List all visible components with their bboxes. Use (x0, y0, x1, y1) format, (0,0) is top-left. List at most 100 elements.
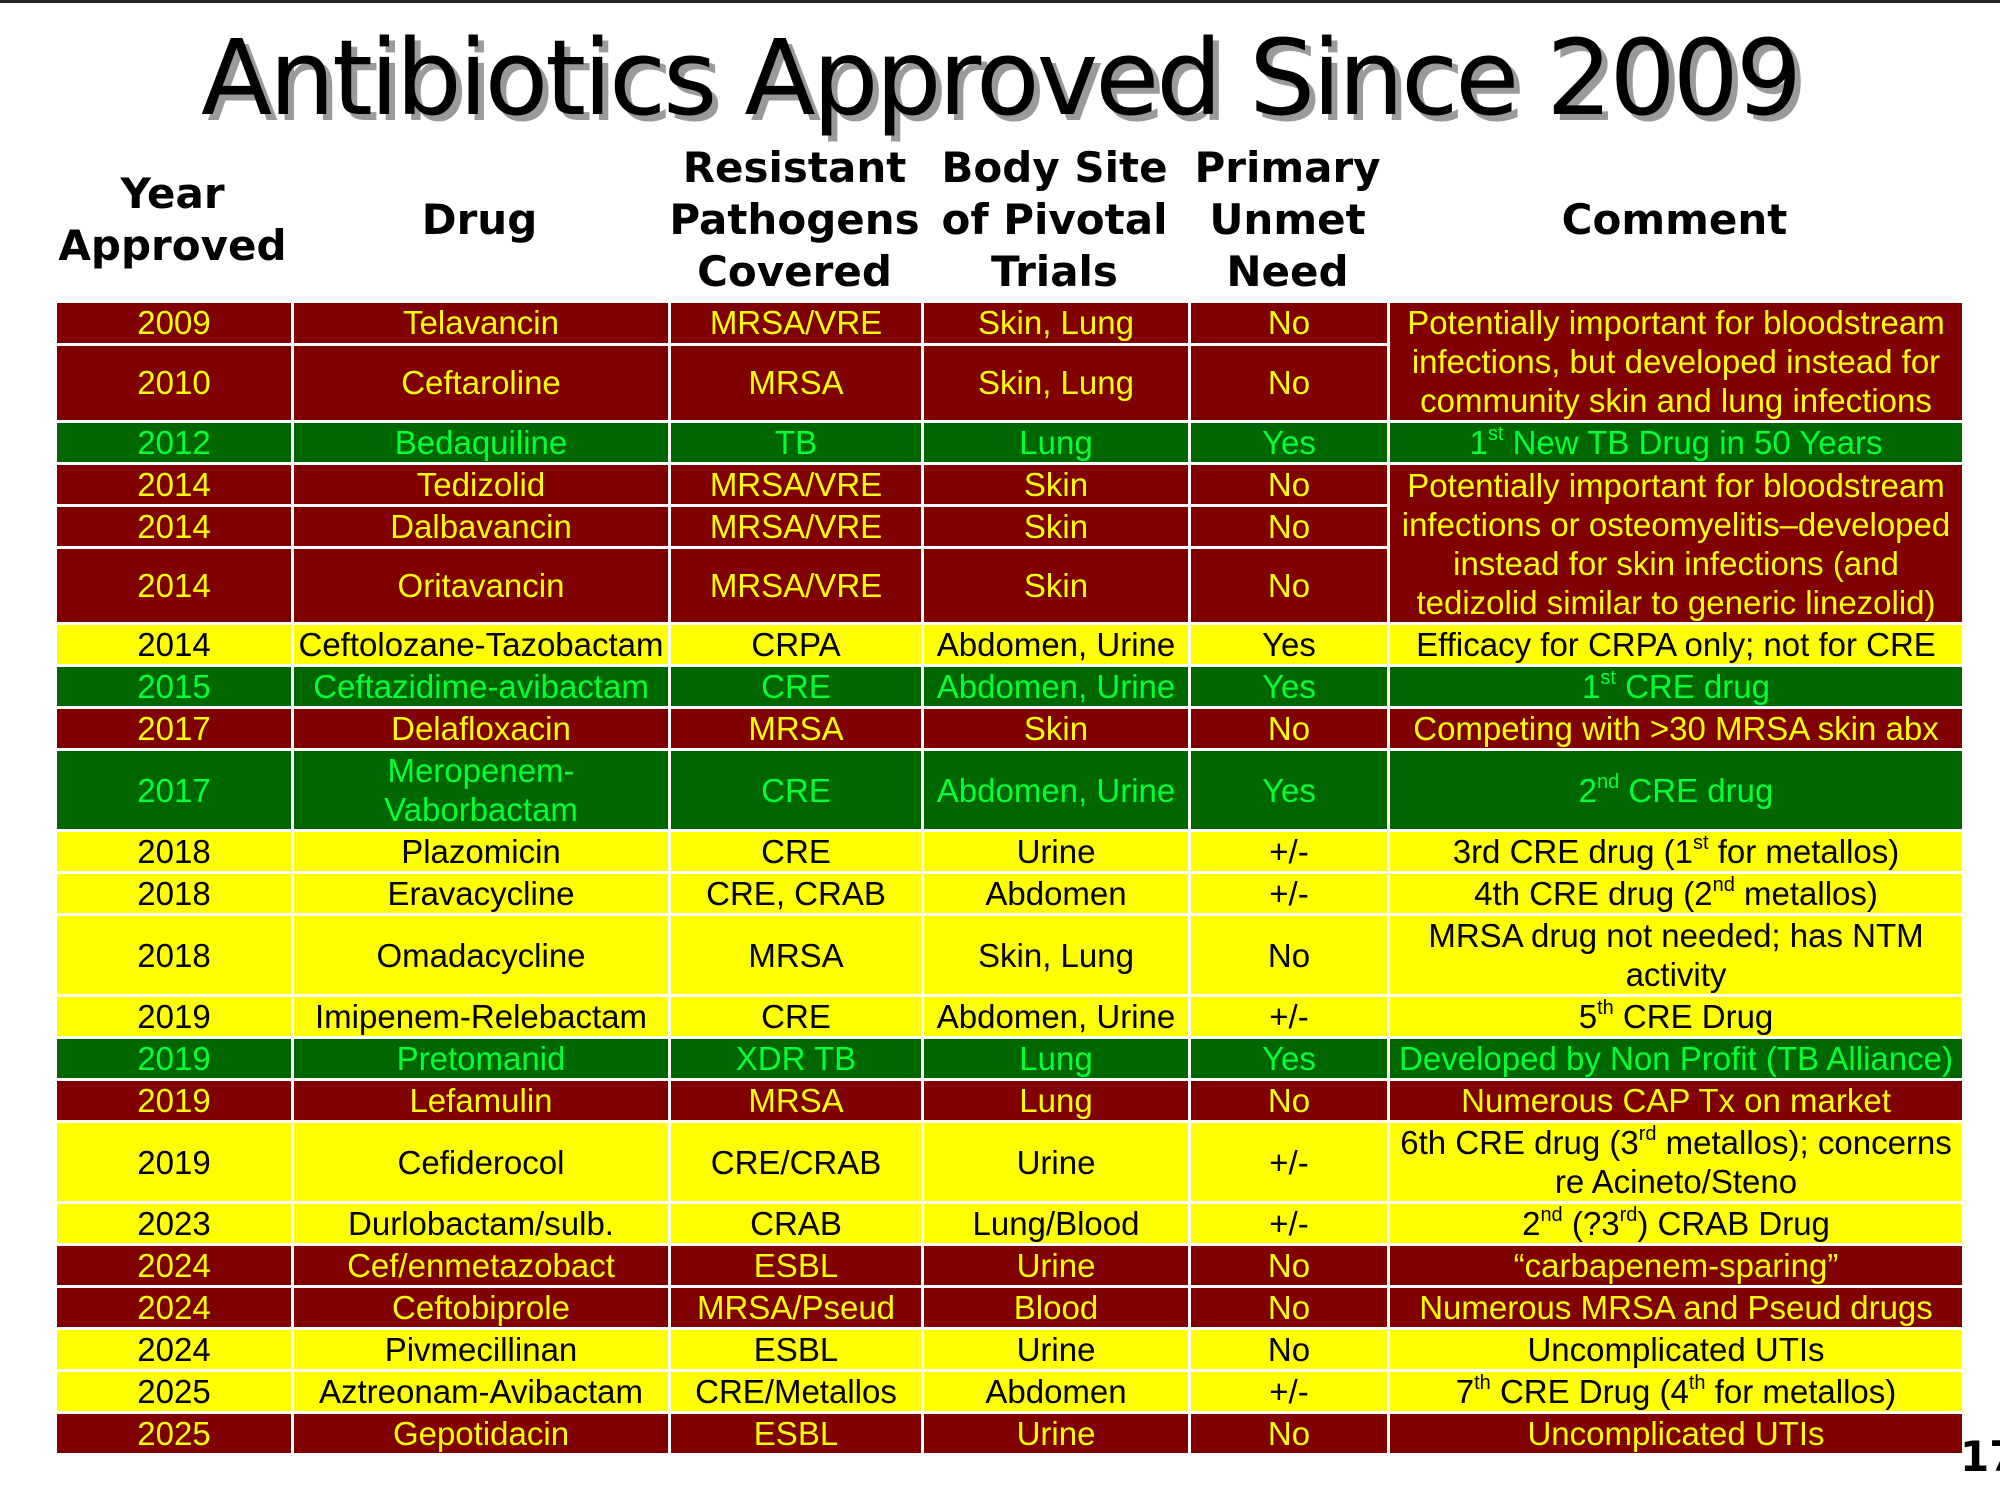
pathogens-cell: TB (668, 420, 924, 465)
table-row: 2024 Cef/enmetazobact ESBL Urine No “carbapen… (54, 1243, 1965, 1288)
body-site-cell: Urine (921, 1327, 1191, 1372)
header-line: Approved (58, 221, 287, 270)
year-cell: 2025 (54, 1411, 294, 1456)
year-cell: 2017 (54, 706, 294, 751)
pathogens-cell: MRSA/Pseud (668, 1285, 924, 1330)
comment-cell: 6th CRE drug (3rd metallos); concerns re… (1387, 1120, 1965, 1204)
body-site-cell: Skin (921, 706, 1191, 751)
comment-superscript: th (1688, 1372, 1706, 1394)
body-site-cell: Urine (921, 829, 1191, 874)
drug-cell: Oritavancin (291, 546, 671, 625)
drug-cell: Lefamulin (291, 1078, 671, 1123)
comment-text: Numerous CAP Tx on market (1461, 1082, 1891, 1119)
unmet-need-cell: No (1188, 706, 1390, 751)
header-line: Covered (697, 247, 892, 296)
table-row: 2017 Meropenem-Vaborbactam CRE Abdomen, Uri… (54, 748, 1965, 832)
header-line: Need (1226, 247, 1349, 296)
comment-cell: Uncomplicated UTIs (1387, 1327, 1965, 1372)
header-line: Year (120, 169, 225, 218)
pathogens-cell: MRSA (668, 1078, 924, 1123)
header-line: of Pivotal (941, 195, 1168, 244)
pathogens-cell: MRSA/VRE (668, 546, 924, 625)
comment-text: for metallos) (1705, 1373, 1897, 1410)
comment-text: New TB Drug in 50 Years (1503, 424, 1883, 461)
drug-cell: Pivmecillinan (291, 1327, 671, 1372)
header-drug: Drug (291, 140, 668, 300)
comment-cell: “carbapenem-sparing” (1387, 1243, 1965, 1288)
comment-superscript: nd (1597, 770, 1620, 793)
drug-cell: Cef/enmetazobact (291, 1243, 671, 1288)
comment-text: CRE Drug (1613, 998, 1774, 1035)
body-site-cell: Urine (921, 1411, 1191, 1456)
table-row: 2018 Eravacycline CRE, CRAB Abdomen +/- 4th C… (54, 871, 1965, 916)
comment-cell: Numerous CAP Tx on market (1387, 1078, 1965, 1123)
pathogens-cell: XDR TB (668, 1036, 924, 1081)
body-site-cell: Skin (921, 462, 1191, 507)
unmet-need-cell: Yes (1188, 622, 1390, 667)
year-cell: 2015 (54, 664, 294, 709)
body-site-cell: Lung (921, 1078, 1191, 1123)
body-site-cell: Blood (921, 1285, 1191, 1330)
comment-cell: Efficacy for CRPA only; not for CRE (1387, 622, 1965, 667)
year-cell: 2014 (54, 622, 294, 667)
comment-text: CRE drug (1615, 668, 1770, 705)
comment-text: 6th CRE drug (3 (1400, 1124, 1639, 1161)
comment-cell: MRSA drug not needed; has NTM activity (1387, 913, 1965, 997)
header-year: Year Approved (54, 140, 291, 300)
comment-text: Numerous MRSA and Pseud drugs (1419, 1289, 1933, 1326)
year-cell: 2019 (54, 1120, 294, 1204)
unmet-need-cell: No (1188, 342, 1390, 424)
comment-cell: Competing with >30 MRSA skin abx (1387, 706, 1965, 751)
comment-superscript: rd (1638, 1123, 1657, 1145)
comment-text: CRE Drug (4 (1490, 1373, 1689, 1410)
year-cell: 2018 (54, 871, 294, 916)
comment-text: 1 (1582, 668, 1601, 705)
drug-cell: Plazomicin (291, 829, 671, 874)
header-comment: Comment (1387, 140, 1962, 300)
comment-superscript: st (1692, 832, 1709, 854)
comment-text: Uncomplicated UTIs (1527, 1415, 1825, 1452)
year-cell: 2014 (54, 546, 294, 625)
table-row: 2025 Gepotidacin ESBL Urine No Uncomplicated … (54, 1411, 1965, 1456)
comment-text: Uncomplicated UTIs (1527, 1331, 1825, 1368)
drug-cell: Meropenem-Vaborbactam (291, 748, 671, 832)
comment-superscript: rd (1619, 1204, 1638, 1226)
table-row: 2025 Aztreonam-Avibactam CRE/Metallos Abdom… (54, 1369, 1965, 1414)
comment-text: metallos); concerns re Acineto/Steno (1554, 1124, 1952, 1200)
pathogens-cell: CRE (668, 994, 924, 1039)
body-site-cell: Skin, Lung (921, 342, 1191, 424)
pathogens-cell: ESBL (668, 1327, 924, 1372)
comment-cell: Uncomplicated UTIs (1387, 1411, 1965, 1456)
table-row: 2018 Omadacycline MRSA Skin, Lung No MRSA dru… (54, 913, 1965, 997)
pathogens-cell: ESBL (668, 1411, 924, 1456)
unmet-need-cell: No (1188, 913, 1390, 997)
comment-superscript: st (1487, 423, 1504, 445)
drug-cell: Aztreonam-Avibactam (291, 1369, 671, 1414)
pathogens-cell: MRSA/VRE (668, 504, 924, 549)
unmet-need-cell: No (1188, 546, 1390, 625)
table-row: 2010 Ceftaroline MRSA Skin, Lung No (54, 342, 1964, 424)
table-row: 2014 Tedizolid MRSA/VRE Skin No Potentially i… (54, 462, 1965, 625)
drug-cell: Cefiderocol (291, 1120, 671, 1204)
comment-text: Potentially important for bloodstream in… (1407, 304, 1945, 419)
comment-text: 4th CRE drug (2 (1474, 875, 1713, 912)
comment-superscript: th (1597, 997, 1614, 1019)
pathogens-cell: CRE, CRAB (668, 871, 924, 916)
unmet-need-cell: No (1188, 1327, 1390, 1372)
year-cell: 2024 (54, 1285, 294, 1330)
body-site-cell: Lung/Blood (921, 1201, 1191, 1246)
header-unmet-need: Primary Unmet Need (1188, 140, 1387, 300)
pathogens-cell: MRSA/VRE (668, 462, 924, 507)
comment-text: CRE drug (1619, 771, 1774, 809)
year-cell: 2019 (54, 1078, 294, 1123)
comment-text: 2 (1578, 771, 1598, 809)
table-row: 2018 Plazomicin CRE Urine +/- 3rd CRE drug (1… (54, 829, 1965, 874)
unmet-need-cell: No (1188, 1411, 1390, 1456)
comment-cell: Potentially important for bloodstream in… (1387, 462, 1965, 625)
pathogens-cell: CRE/Metallos (668, 1369, 924, 1414)
body-site-cell: Skin (921, 504, 1191, 549)
unmet-need-cell: +/- (1188, 829, 1390, 874)
year-cell: 2014 (54, 462, 294, 507)
comment-text: MRSA drug not needed; has NTM activity (1428, 917, 1924, 993)
comment-text: 5 (1578, 998, 1598, 1035)
